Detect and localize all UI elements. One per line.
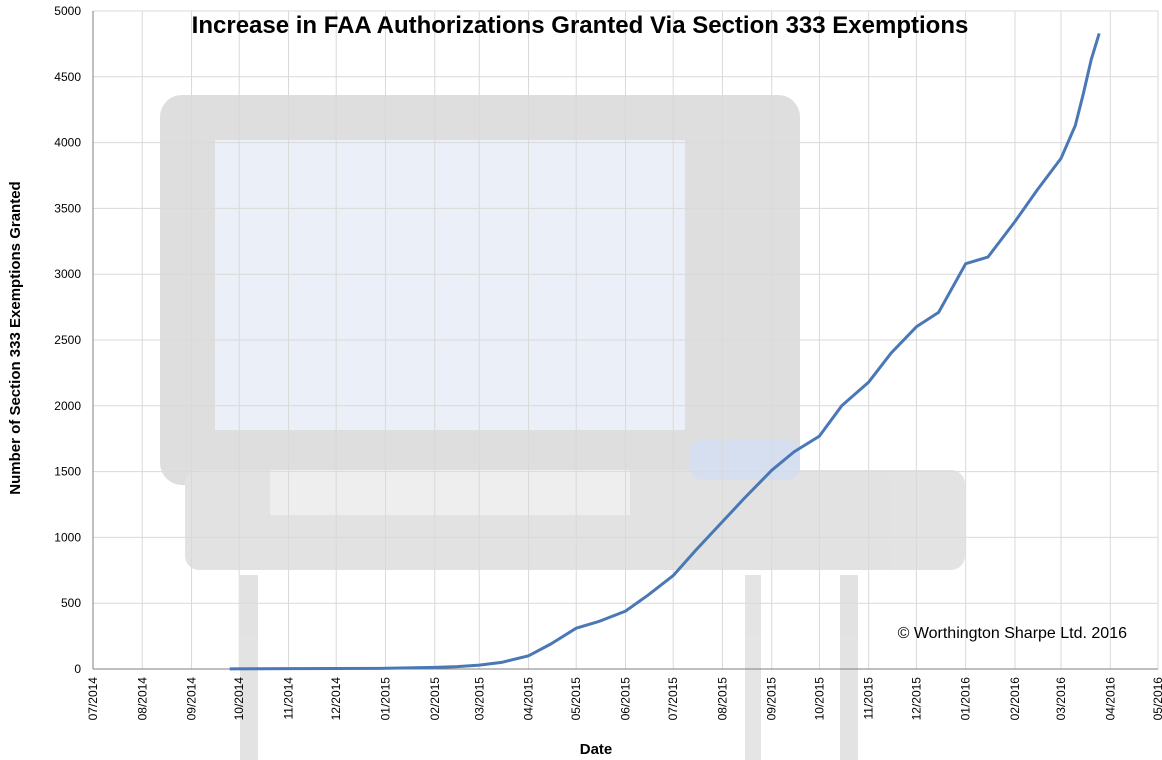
y-tick-label: 3500 [54,201,81,215]
x-tick-labels: 07/2014 08/2014 09/2014 10/2014 11/2014 12/20… [86,677,1162,721]
x-tick-label: 09/2014 [185,677,199,721]
y-tick-label: 1500 [54,465,81,479]
y-tick-label: 0 [74,662,81,676]
x-tick-label: 10/2014 [232,677,246,721]
y-tick-label: 2500 [54,333,81,347]
copyright-notice: © Worthington Sharpe Ltd. 2016 [898,625,1128,642]
x-tick-label: 03/2016 [1054,677,1068,721]
background-photo [160,95,965,760]
x-tick-label: 11/2015 [862,677,876,720]
x-tick-label: 12/2015 [909,677,923,721]
x-tick-label: 04/2015 [522,677,536,721]
x-tick-label: 09/2015 [765,677,779,721]
x-tick-label: 02/2015 [428,677,442,721]
y-tick-label: 4500 [54,70,81,84]
y-tick-label: 4000 [54,136,81,150]
x-tick-label: 01/2016 [959,677,973,721]
y-tick-label: 500 [61,596,81,610]
y-tick-label: 3000 [54,267,81,281]
x-tick-label: 01/2015 [378,677,392,721]
x-tick-label: 05/2016 [1151,677,1162,721]
series-line-group [229,32,1101,671]
x-tick-label: 04/2016 [1103,677,1117,721]
y-tick-label: 5000 [54,4,81,18]
x-tick-label: 08/2015 [715,677,729,721]
x-tick-label: 07/2014 [86,677,100,721]
chart-title: Increase in FAA Authorizations Granted V… [192,12,969,39]
x-tick-label: 12/2014 [329,677,343,721]
x-tick-label: 06/2015 [619,677,633,721]
x-tick-label: 11/2014 [282,677,296,720]
series-line [229,32,1101,671]
x-tick-label: 07/2015 [666,677,680,721]
y-axis-title: Number of Section 333 Exemptions Granted [7,181,24,494]
x-tick-label: 08/2014 [135,677,149,721]
x-axis-title: Date [580,741,613,758]
x-tick-label: 03/2015 [472,677,486,721]
y-tick-labels: 0 500 1000 1500 2000 2500 3000 3500 4000 4500 5000 [54,4,81,676]
x-tick-label: 05/2015 [569,677,583,721]
y-tick-label: 1000 [54,530,81,544]
x-tick-label: 10/2015 [812,677,826,721]
x-tick-label: 02/2016 [1008,677,1022,721]
y-tick-label: 2000 [54,399,81,413]
